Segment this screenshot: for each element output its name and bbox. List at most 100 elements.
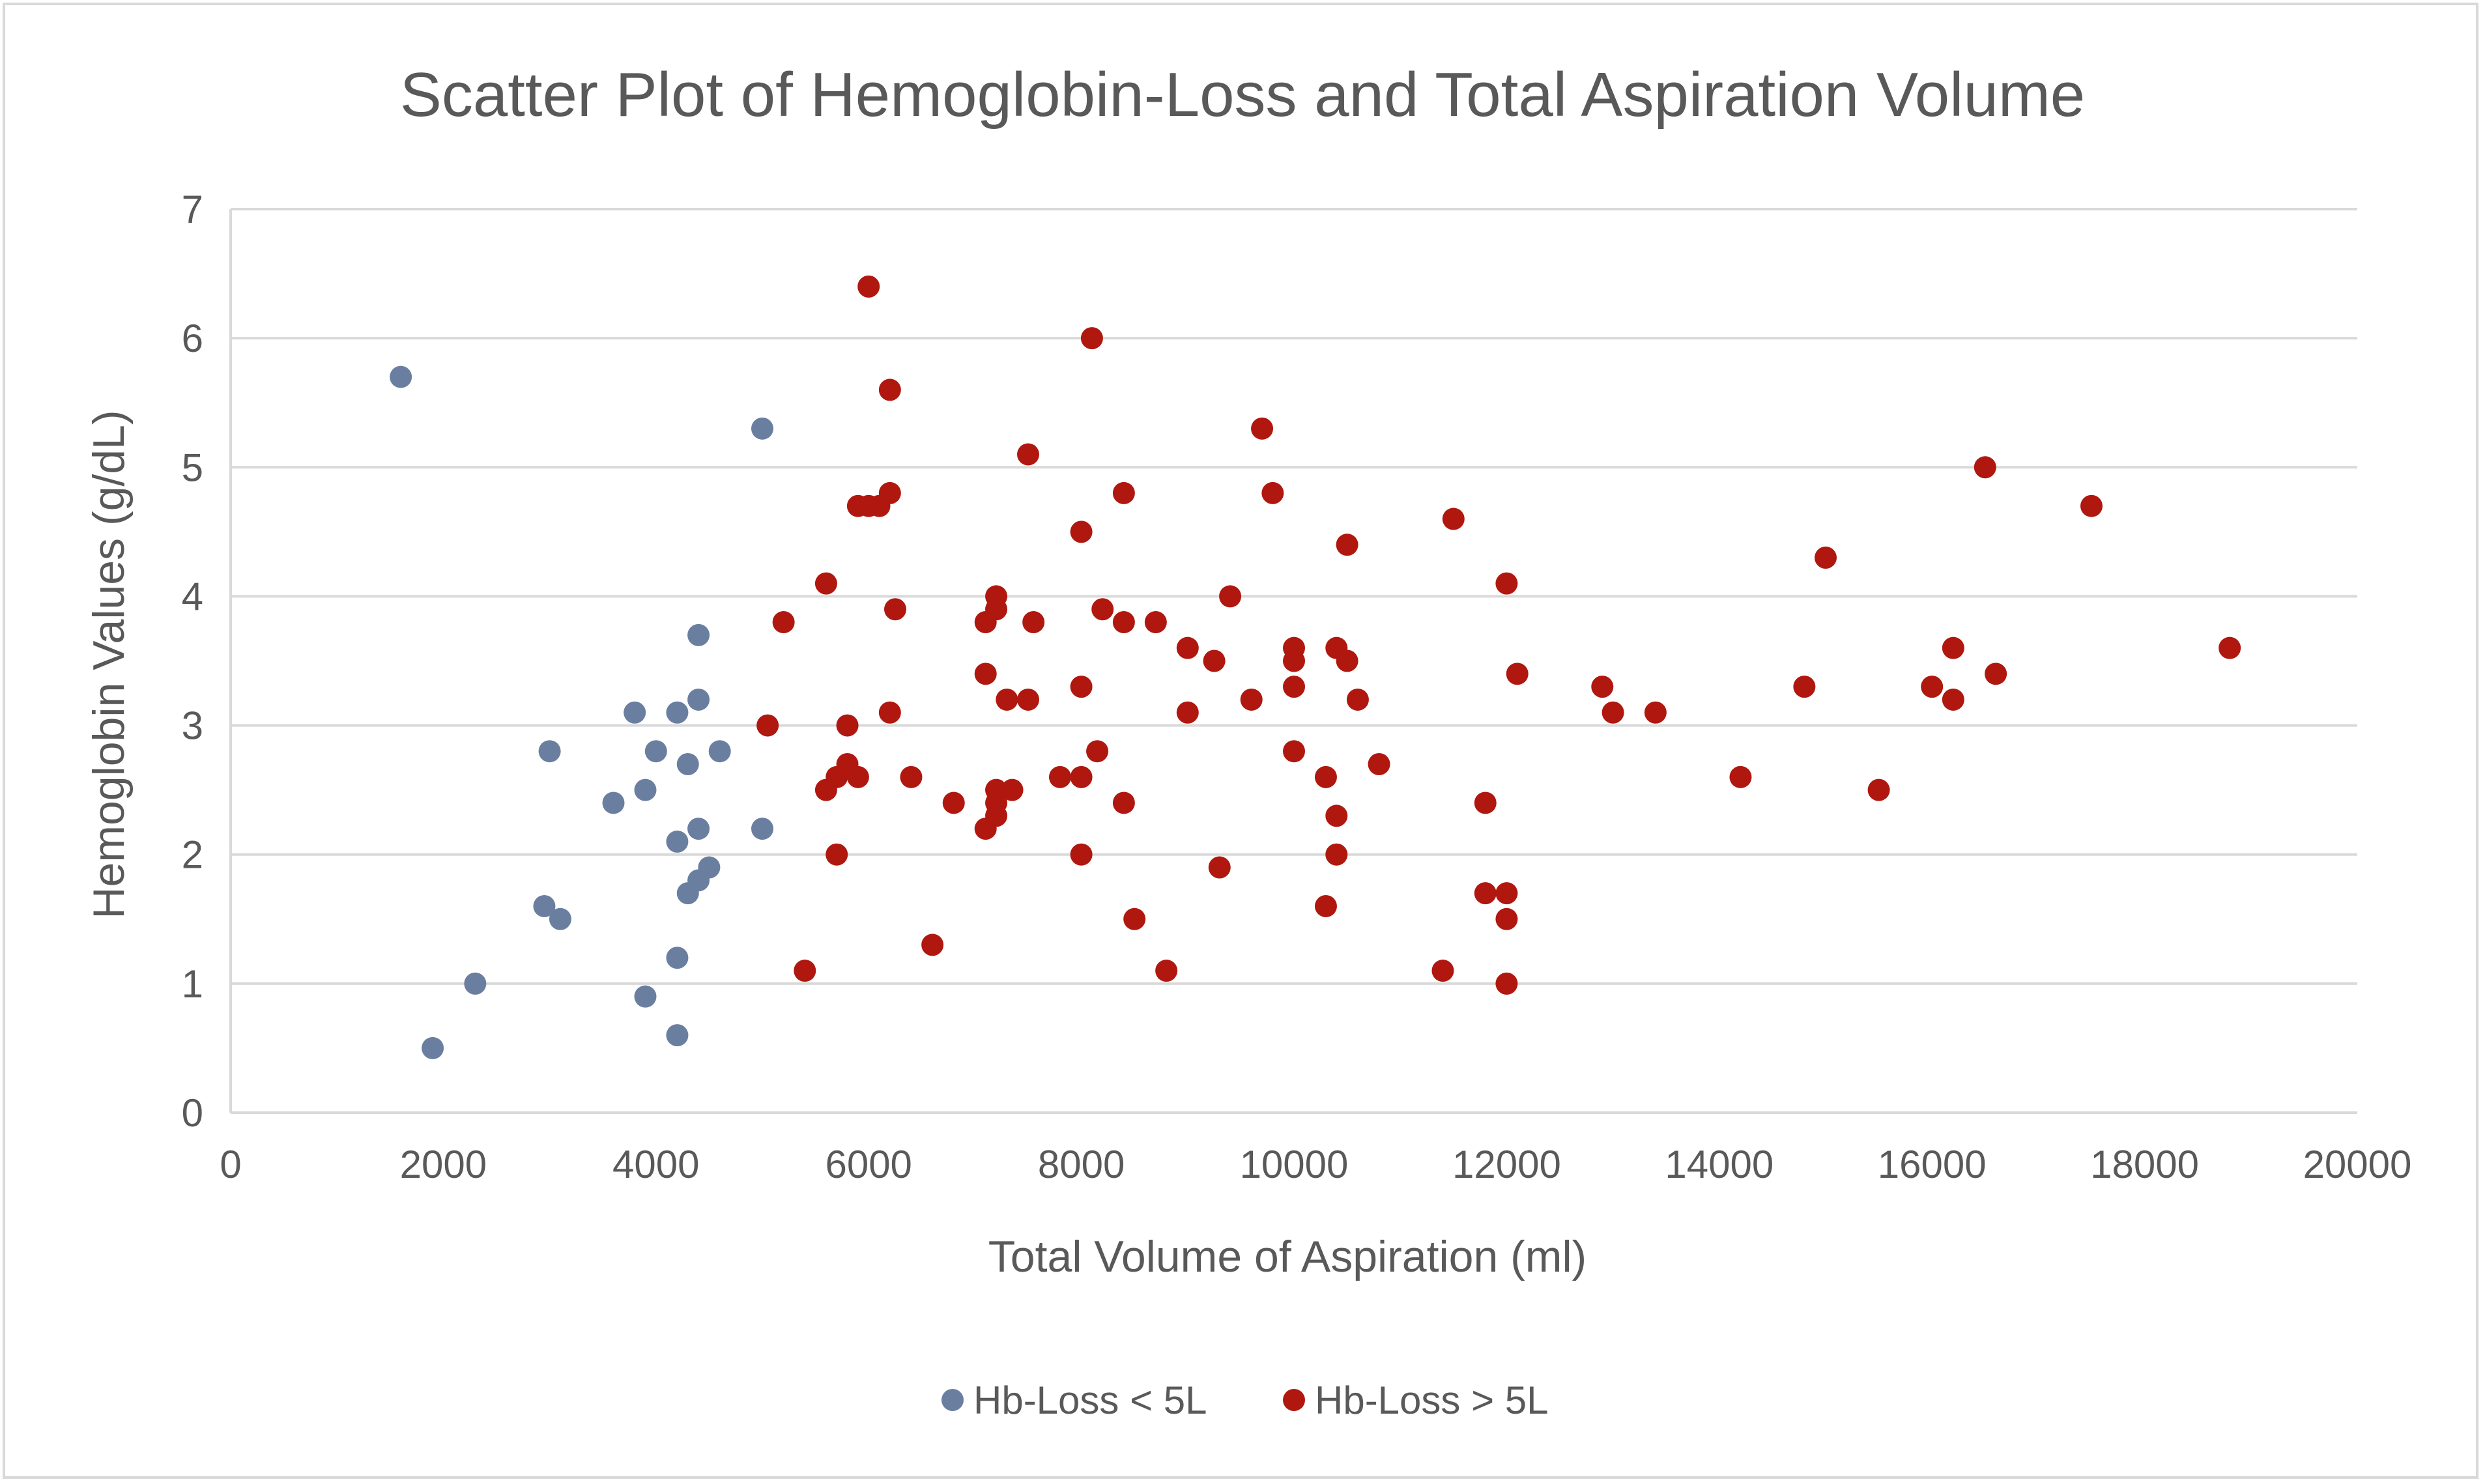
y-tick-label: 5 <box>182 446 203 489</box>
data-point-series-1 <box>1346 688 1369 711</box>
data-point-series-0 <box>538 740 561 763</box>
data-point-series-1 <box>1495 972 1518 995</box>
data-point-series-1 <box>1123 907 1146 930</box>
data-point-series-0 <box>751 818 773 840</box>
data-point-series-1 <box>1602 701 1624 724</box>
data-point-series-0 <box>751 417 773 440</box>
data-point-series-1 <box>1283 676 1305 698</box>
data-point-series-1 <box>1080 327 1103 350</box>
data-point-series-1 <box>1070 843 1093 866</box>
data-point-series-1 <box>1325 805 1348 827</box>
x-tick-label: 4000 <box>612 1143 699 1186</box>
legend-label-hb-loss-over-5l: Hb-Loss > 5L <box>1315 1378 1549 1422</box>
data-point-series-1 <box>1070 521 1093 543</box>
data-point-series-1 <box>1112 481 1135 504</box>
data-point-series-0 <box>624 701 646 724</box>
data-point-series-1 <box>985 598 1008 621</box>
data-point-series-1 <box>1368 753 1390 776</box>
data-point-series-1 <box>884 598 906 621</box>
x-tick-label: 16000 <box>1878 1143 1987 1186</box>
x-tick-label: 6000 <box>825 1143 912 1186</box>
data-point-series-1 <box>1086 740 1109 763</box>
data-point-series-1 <box>1176 636 1199 659</box>
data-point-series-0 <box>390 365 412 388</box>
chart-title: Scatter Plot of Hemoglobin-Loss and Tota… <box>400 60 2085 130</box>
data-point-series-0 <box>666 830 689 853</box>
data-point-series-0 <box>687 688 710 711</box>
data-point-series-1 <box>1336 534 1358 556</box>
data-point-series-1 <box>1431 960 1454 982</box>
data-point-series-0 <box>422 1036 444 1059</box>
data-point-series-1 <box>942 792 965 814</box>
data-point-series-0 <box>464 972 487 995</box>
data-point-series-1 <box>1474 792 1497 814</box>
x-tick-label: 0 <box>220 1143 241 1186</box>
x-axis-title: Total Volume of Aspiration (ml) <box>988 1232 1587 1281</box>
x-tick-label: 18000 <box>2090 1143 2199 1186</box>
data-point-series-1 <box>1219 585 1242 608</box>
data-point-series-1 <box>1442 507 1465 530</box>
x-tick-label: 8000 <box>1038 1143 1125 1186</box>
gridlines <box>229 208 2357 1114</box>
data-point-series-1 <box>1942 636 1964 659</box>
data-point-series-1 <box>900 765 923 788</box>
data-point-series-1 <box>1261 481 1284 504</box>
data-point-series-1 <box>1985 663 2007 685</box>
data-point-series-1 <box>846 765 869 788</box>
data-point-series-0 <box>687 818 710 840</box>
data-point-series-1 <box>772 611 795 634</box>
data-point-series-0 <box>687 623 710 646</box>
data-point-series-1 <box>1001 778 1024 801</box>
y-tick-label: 1 <box>182 962 203 1006</box>
legend-marker-hb-loss-under-5l <box>941 1389 964 1411</box>
y-axis-ticks: 0 1 2 3 4 5 6 7 <box>182 188 203 1135</box>
data-point-series-1 <box>1729 765 1752 788</box>
legend: Hb-Loss < 5L Hb-Loss > 5L <box>941 1378 1549 1422</box>
data-point-series-1 <box>756 714 779 737</box>
legend-label-hb-loss-under-5l: Hb-Loss < 5L <box>973 1378 1207 1422</box>
data-point-series-0 <box>676 753 699 776</box>
data-point-series-1 <box>1048 765 1071 788</box>
x-axis-ticks: 0 2000 4000 6000 8000 10000 12000 14000 16000 180… <box>220 1143 2411 1186</box>
data-point-series-1 <box>826 843 848 866</box>
data-point-series-1 <box>1240 688 1263 711</box>
data-point-series-0 <box>666 947 689 969</box>
data-point-series-0 <box>549 907 571 930</box>
data-point-series-1 <box>1942 688 1964 711</box>
data-point-series-1 <box>1155 960 1178 982</box>
data-point-series-1 <box>1314 765 1337 788</box>
data-point-series-1 <box>1474 882 1497 905</box>
data-point-series-1 <box>878 701 901 724</box>
data-point-series-1 <box>1091 598 1114 621</box>
data-point-series-1 <box>1495 882 1518 905</box>
data-point-series-1 <box>1208 856 1231 879</box>
data-point-series-1 <box>878 378 901 401</box>
y-tick-label: 6 <box>182 317 203 360</box>
data-point-series-1 <box>974 663 997 685</box>
data-point-series-1 <box>1867 778 1890 801</box>
legend-marker-hb-loss-over-5l <box>1283 1389 1305 1411</box>
data-point-series-1 <box>1793 676 1816 698</box>
data-point-series-1 <box>1112 792 1135 814</box>
data-point-series-1 <box>996 688 1018 711</box>
data-point-series-1 <box>1283 649 1305 672</box>
data-point-series-1 <box>1325 843 1348 866</box>
data-point-series-0 <box>666 701 689 724</box>
data-point-series-1 <box>1144 611 1167 634</box>
data-point-series-1 <box>1506 663 1529 685</box>
x-tick-label: 14000 <box>1665 1143 1774 1186</box>
data-point-series-1 <box>1591 676 1614 698</box>
data-point-series-0 <box>644 740 667 763</box>
data-point-series-1 <box>1176 701 1199 724</box>
data-point-series-0 <box>698 856 721 879</box>
data-point-series-0 <box>708 740 731 763</box>
data-point-series-1 <box>2080 494 2103 517</box>
data-point-series-1 <box>1815 546 1837 569</box>
data-point-series-1 <box>1112 611 1135 634</box>
y-tick-label: 3 <box>182 704 203 748</box>
data-point-series-1 <box>1495 907 1518 930</box>
data-point-series-1 <box>921 934 944 956</box>
data-point-series-1 <box>1017 443 1039 466</box>
data-point-series-1 <box>1070 765 1093 788</box>
